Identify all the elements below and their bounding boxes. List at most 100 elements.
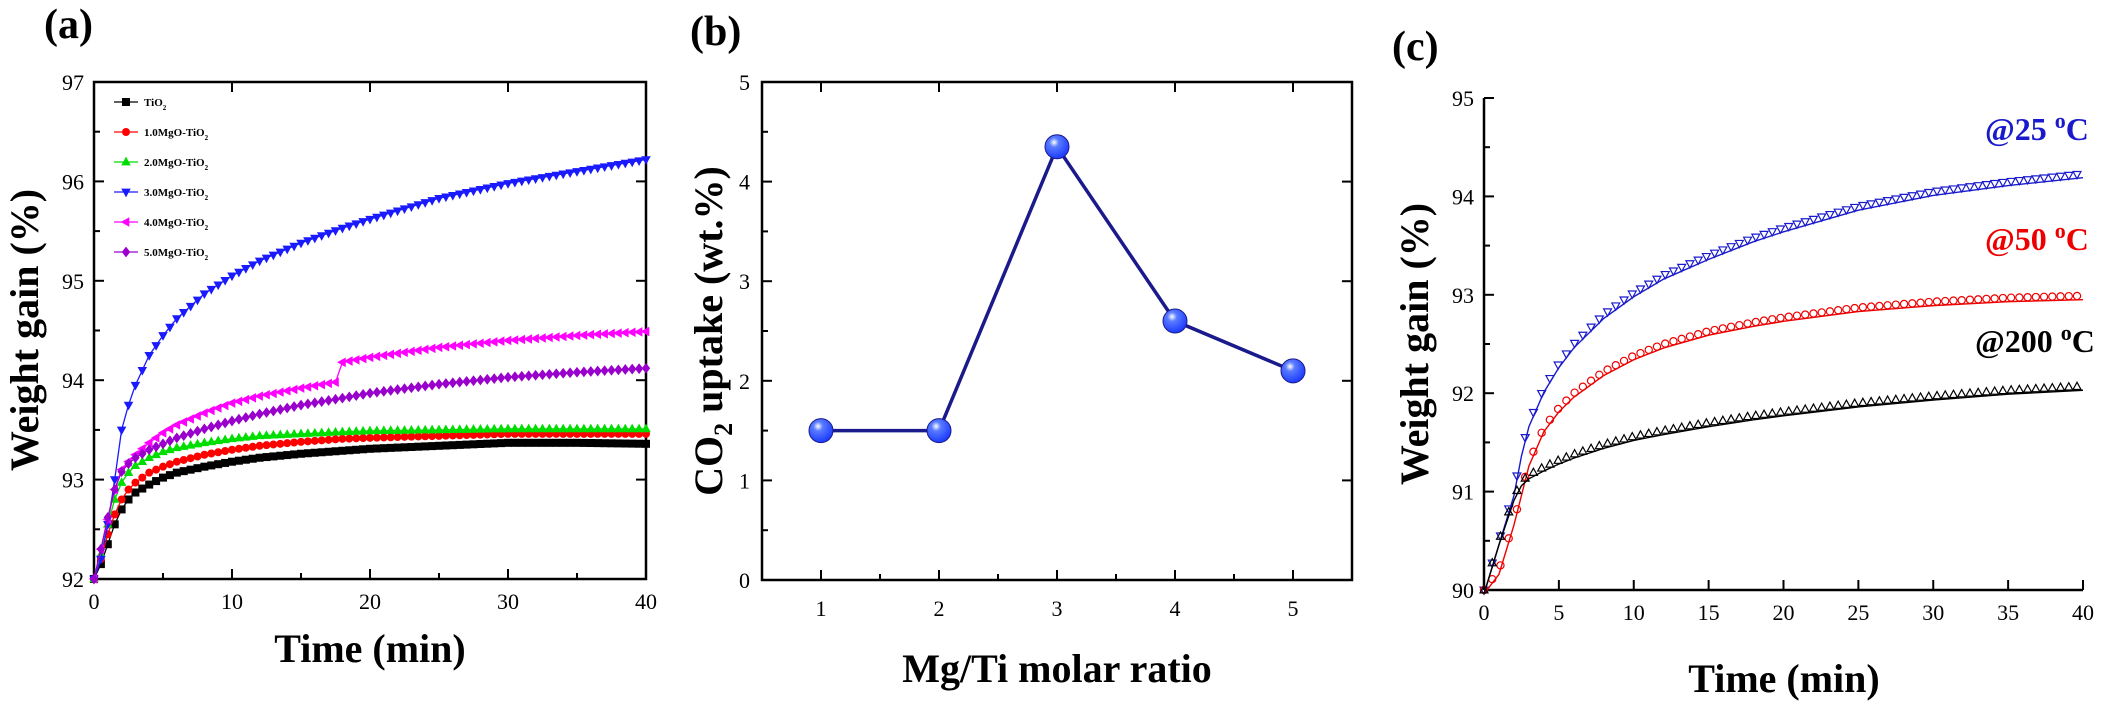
panel-b-xtick-label: 1 <box>816 596 827 621</box>
data-point <box>406 346 415 357</box>
data-point <box>345 434 354 443</box>
data-point <box>1775 406 1786 416</box>
data-point <box>379 385 388 397</box>
data-point <box>1767 228 1778 238</box>
data-point <box>1899 299 1909 309</box>
data-point <box>399 205 410 215</box>
data-point <box>283 439 292 448</box>
data-point <box>392 207 403 217</box>
data-point <box>330 426 341 436</box>
data-point <box>386 443 395 452</box>
data-point <box>2039 174 2050 184</box>
data-point <box>1619 356 1629 366</box>
panel-b-plot: Mg/Ti molar ratio CO2 uptake (wt.%) <box>686 80 1354 691</box>
legend-entry-sub: 2 <box>205 254 209 262</box>
data-point <box>247 261 258 270</box>
data-point <box>434 424 444 434</box>
data-point <box>565 169 575 178</box>
data-point <box>926 418 952 444</box>
data-point <box>1866 200 1877 210</box>
data-point <box>1742 236 1753 246</box>
data-point <box>1685 332 1695 341</box>
data-point <box>469 440 478 449</box>
data-point <box>462 440 471 449</box>
data-point <box>620 159 631 169</box>
data-point <box>303 398 313 410</box>
data-point <box>310 427 320 437</box>
data-point <box>1280 358 1306 384</box>
data-point <box>571 330 581 341</box>
data-point <box>207 449 216 458</box>
data-point <box>151 441 161 453</box>
data-point <box>1866 396 1877 406</box>
data-point <box>1824 400 1835 410</box>
data-point <box>116 426 127 436</box>
data-point <box>144 352 154 361</box>
data-point <box>461 424 472 433</box>
data-point <box>276 439 285 448</box>
data-point <box>247 431 258 440</box>
data-point <box>564 331 574 341</box>
data-point <box>269 405 278 417</box>
data-point <box>1981 181 1992 191</box>
data-point <box>331 435 340 444</box>
data-point <box>559 367 568 379</box>
data-point <box>214 419 223 431</box>
panel-c-xtick-label: 35 <box>1997 600 2019 625</box>
panel-b-xtick-label: 5 <box>1288 596 1299 621</box>
data-point <box>159 473 168 482</box>
data-point <box>1915 391 1926 401</box>
data-point <box>2015 293 2024 302</box>
data-point <box>302 382 312 392</box>
data-point <box>1899 393 1910 403</box>
data-point <box>613 160 624 170</box>
data-point <box>1965 295 1975 304</box>
data-point <box>420 424 430 434</box>
data-point <box>1536 462 1547 472</box>
data-point <box>234 456 243 465</box>
data-point <box>345 446 354 455</box>
data-point <box>1545 415 1555 424</box>
data-point <box>310 448 319 457</box>
data-point <box>359 445 368 454</box>
data-point <box>579 366 589 378</box>
data-point <box>427 424 437 434</box>
data-point <box>2014 176 2025 187</box>
legend-marker <box>120 217 130 227</box>
panel-c-xtick-label: 0 <box>1479 600 1490 625</box>
data-point <box>2055 381 2066 391</box>
data-point <box>199 408 208 418</box>
data-point <box>124 495 133 504</box>
data-point <box>1956 388 1967 398</box>
data-point <box>414 442 423 451</box>
data-point <box>241 432 251 441</box>
data-point <box>1504 534 1513 543</box>
data-point <box>428 432 437 441</box>
data-point <box>192 411 201 421</box>
data-point <box>502 335 512 346</box>
data-point <box>1941 296 1950 306</box>
panel-c-xlabel: Time (min) <box>1688 656 1879 701</box>
data-point <box>1537 428 1546 438</box>
data-point <box>234 444 243 453</box>
data-point <box>152 477 161 486</box>
data-point <box>523 423 534 433</box>
data-point <box>220 417 230 429</box>
data-point <box>393 433 402 442</box>
data-point <box>303 428 313 437</box>
legend-entry-main: 4.0MgO-TiO <box>144 217 205 229</box>
data-point <box>592 164 603 174</box>
data-point <box>103 511 112 523</box>
data-point <box>379 444 388 453</box>
data-point <box>1684 260 1695 270</box>
data-point <box>407 432 416 441</box>
data-point <box>165 444 175 454</box>
data-point <box>137 366 148 376</box>
data-point <box>233 396 243 407</box>
data-point <box>1562 396 1571 405</box>
data-point <box>282 429 292 438</box>
data-point <box>240 394 250 405</box>
data-point <box>530 423 541 433</box>
data-point <box>1669 337 1678 346</box>
panel-b-xlabel: Mg/Ti molar ratio <box>902 646 1212 691</box>
